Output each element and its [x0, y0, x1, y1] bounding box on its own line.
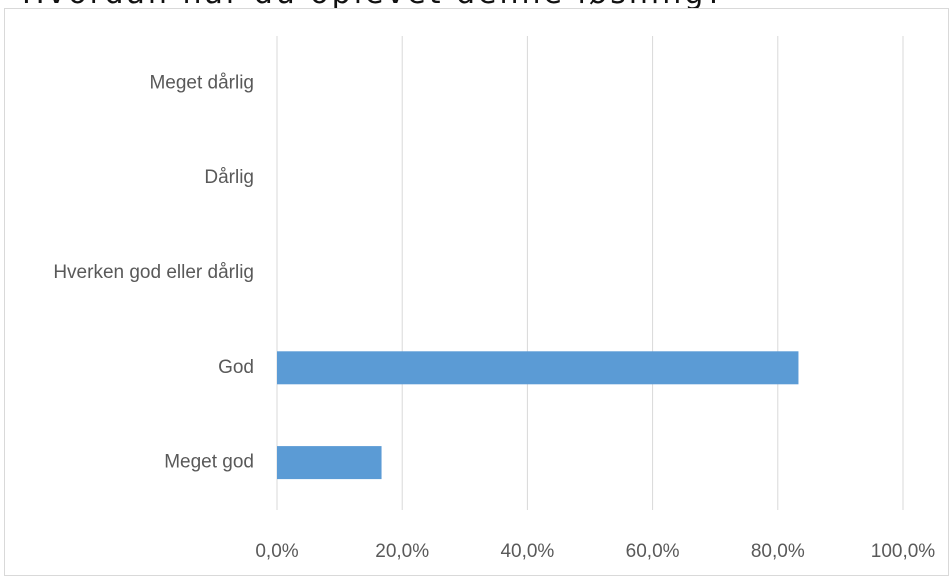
bar [277, 351, 799, 385]
chart-title: Hvordan har du oplevet denne løsning? [22, 0, 725, 9]
x-tick-label: 40,0% [500, 541, 554, 562]
chart-title-clipped: Hvordan har du oplevet denne løsning? [0, 0, 952, 9]
x-tick-label: 60,0% [626, 541, 680, 562]
category-label: Meget dårlig [149, 72, 254, 93]
x-tick-label: 80,0% [751, 541, 805, 562]
category-label: Hverken god eller dårlig [53, 262, 254, 283]
chart-frame [4, 8, 949, 576]
category-label: Meget god [164, 452, 254, 473]
category-label: God [218, 357, 254, 378]
category-label: Dårlig [204, 167, 254, 188]
x-tick-label: 20,0% [375, 541, 429, 562]
x-tick-label: 0,0% [255, 541, 298, 562]
bar [277, 446, 382, 480]
x-tick-label: 100,0% [871, 541, 936, 562]
